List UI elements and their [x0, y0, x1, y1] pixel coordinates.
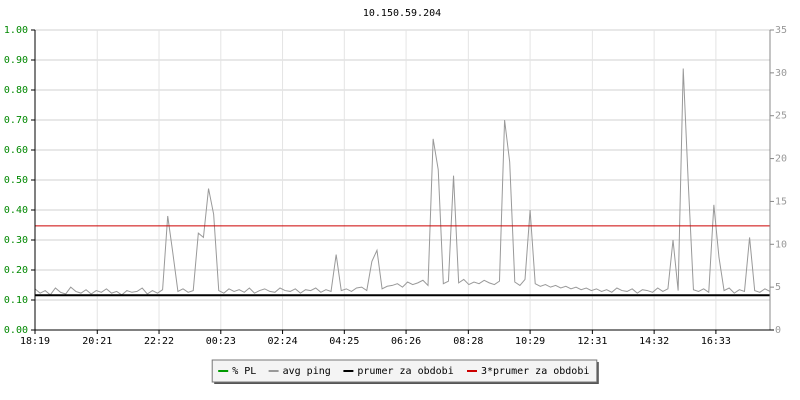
x-tick-label: 20:21: [82, 336, 112, 347]
ping-line: [34, 68, 771, 296]
legend: % PL avg ping prumer za obdobi 3*prumer za …: [211, 359, 599, 384]
y2-tick-label: 25: [775, 111, 787, 122]
chart-title: 10.150.59.204: [363, 8, 441, 19]
y-tick-label: 0.20: [4, 265, 28, 276]
legend-label: % PL: [232, 366, 256, 377]
y-tick-label: 0.30: [4, 235, 28, 246]
y2-tick-label: 30: [775, 68, 787, 79]
y2-tick-label: 0: [775, 325, 781, 336]
y-tick-label: 1.00: [4, 25, 28, 36]
x-tick-label: 10:29: [515, 336, 545, 347]
y-tick-label: 0.50: [4, 175, 28, 186]
y-tick-label: 0.60: [4, 145, 28, 156]
y2-tick-label: 15: [775, 196, 787, 207]
x-tick-label: 18:19: [20, 336, 50, 347]
x-tick-label: 22:22: [144, 336, 174, 347]
y-tick-label: 0.90: [4, 55, 28, 66]
y-tick-label: 0.80: [4, 85, 28, 96]
legend-label: prumer za obdobi: [357, 366, 453, 377]
x-tick-label: 12:31: [577, 336, 607, 347]
y2-tick-label: 5: [775, 282, 781, 293]
x-tick-label: 06:26: [391, 336, 421, 347]
y-tick-label: 0.10: [4, 295, 28, 306]
y2-tick-label: 10: [775, 239, 787, 250]
legend-box: [211, 359, 598, 383]
y2-tick-label: 20: [775, 154, 787, 165]
x-tick-label: 04:25: [329, 336, 359, 347]
x-tick-label: 08:28: [453, 336, 483, 347]
y2-tick-label: 35: [775, 25, 787, 36]
x-tick-label: 14:32: [639, 336, 669, 347]
x-tick-label: 16:33: [701, 336, 731, 347]
legend-label: 3*prumer za obdobi: [481, 366, 589, 377]
y-tick-label: 0.40: [4, 205, 28, 216]
legend-label: avg ping: [283, 366, 331, 377]
y-tick-label: 0.70: [4, 115, 28, 126]
x-tick-label: 00:23: [206, 336, 236, 347]
x-tick-label: 02:24: [267, 336, 297, 347]
y-tick-label: 0.00: [4, 325, 28, 336]
